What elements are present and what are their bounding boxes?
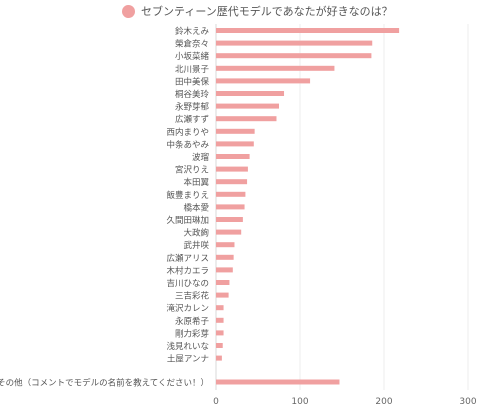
y-tick-label: 飯豊まりえ xyxy=(166,190,209,201)
bar xyxy=(216,355,222,361)
bar xyxy=(216,179,248,185)
bar xyxy=(216,28,400,33)
y-tick-label: 本田翼 xyxy=(183,177,209,188)
y-tick-label: 永野芽郁 xyxy=(175,102,210,113)
bar xyxy=(216,217,243,222)
y-tick-label: 鈴木えみ xyxy=(175,26,210,37)
y-tick-label: 田中美保 xyxy=(175,76,210,87)
bar xyxy=(216,78,311,84)
y-tick-label: 久間田琳加 xyxy=(166,215,209,226)
y-tick-label: 桐谷美玲 xyxy=(175,89,210,100)
y-tick-label: 北川景子 xyxy=(175,65,210,75)
y-tick-label: 広瀬アリス xyxy=(166,253,209,264)
y-tick-label: 木村カエラ xyxy=(166,265,209,276)
bar xyxy=(216,292,229,298)
bar xyxy=(216,40,373,46)
y-tick-label: 剛力彩芽 xyxy=(175,328,209,339)
bar xyxy=(216,65,335,71)
bar xyxy=(216,343,223,348)
y-tick-label: 中条あやみ xyxy=(166,139,209,150)
bar xyxy=(216,242,235,248)
bar xyxy=(216,204,245,210)
bar xyxy=(216,91,285,96)
bar xyxy=(216,103,279,109)
y-tick-label: 永原希子 xyxy=(175,316,210,327)
y-tick-label: 滝沢カレン xyxy=(166,303,209,314)
y-tick-label: 三吉彩花 xyxy=(175,291,210,302)
bar xyxy=(216,305,224,311)
bar xyxy=(216,280,230,285)
x-tick-label: 100 xyxy=(291,397,308,407)
x-tick-label: 200 xyxy=(375,397,392,407)
x-tick-label: 300 xyxy=(459,397,476,407)
y-tick-label: 吉川ひなの xyxy=(166,279,209,289)
bar xyxy=(216,254,234,260)
bar xyxy=(216,141,254,147)
bar xyxy=(216,154,250,159)
x-tick-label: 0 xyxy=(213,397,219,407)
bar xyxy=(216,267,233,273)
y-tick-label: その他（コメントでモデルの名前を教えてください！） xyxy=(0,378,209,389)
y-tick-label: 榮倉奈々 xyxy=(175,39,209,50)
bar xyxy=(216,229,242,235)
legend-swatch xyxy=(122,4,135,18)
bar xyxy=(216,191,246,197)
bar xyxy=(216,53,372,59)
y-tick-label: 橋本愛 xyxy=(183,202,209,213)
y-tick-label: 浅見れいな xyxy=(166,341,209,352)
chart-legend: セブンティーン歴代モデルであなたが好きなのは？ xyxy=(122,3,393,19)
bar xyxy=(216,116,277,122)
y-tick-label: 大政絢 xyxy=(183,228,209,239)
bar xyxy=(216,330,224,336)
y-tick-label: 土屋アンナ xyxy=(167,354,209,365)
y-tick-label: 武井咲 xyxy=(183,240,209,251)
bar xyxy=(216,317,224,323)
y-tick-label: 宮沢りえ xyxy=(175,165,209,176)
legend-label: セブンティーン歴代モデルであなたが好きなのは？ xyxy=(141,5,393,18)
bar xyxy=(216,128,255,134)
y-tick-label: 西内まりや xyxy=(166,127,209,138)
y-tick-label: 波瑠 xyxy=(192,152,210,163)
y-tick-label: 小坂菜緒 xyxy=(175,51,210,62)
bar xyxy=(216,379,340,385)
y-tick-label: 広瀬すず xyxy=(175,114,209,125)
bar xyxy=(216,166,248,172)
